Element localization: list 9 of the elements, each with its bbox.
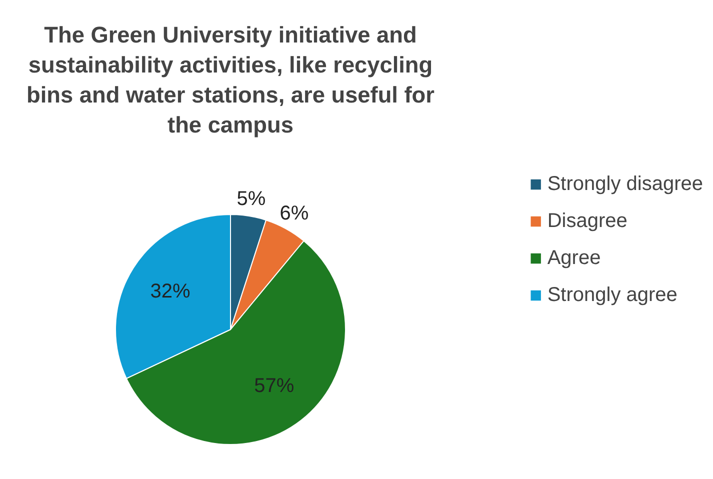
legend-label: Strongly agree <box>547 284 678 306</box>
legend-label: Agree <box>547 246 601 270</box>
legend-label: Disagree <box>547 210 628 232</box>
chart-title: The Green University initiative and sustainability activities, like recycling bins and water stations, are useful for the campus <box>26 22 435 138</box>
data-label: 32% <box>150 280 191 302</box>
data-label: 5% <box>236 188 266 210</box>
data-label: 57% <box>254 374 294 397</box>
legend-label: Strongly disagree <box>547 172 703 196</box>
data-label: 6% <box>280 202 309 225</box>
